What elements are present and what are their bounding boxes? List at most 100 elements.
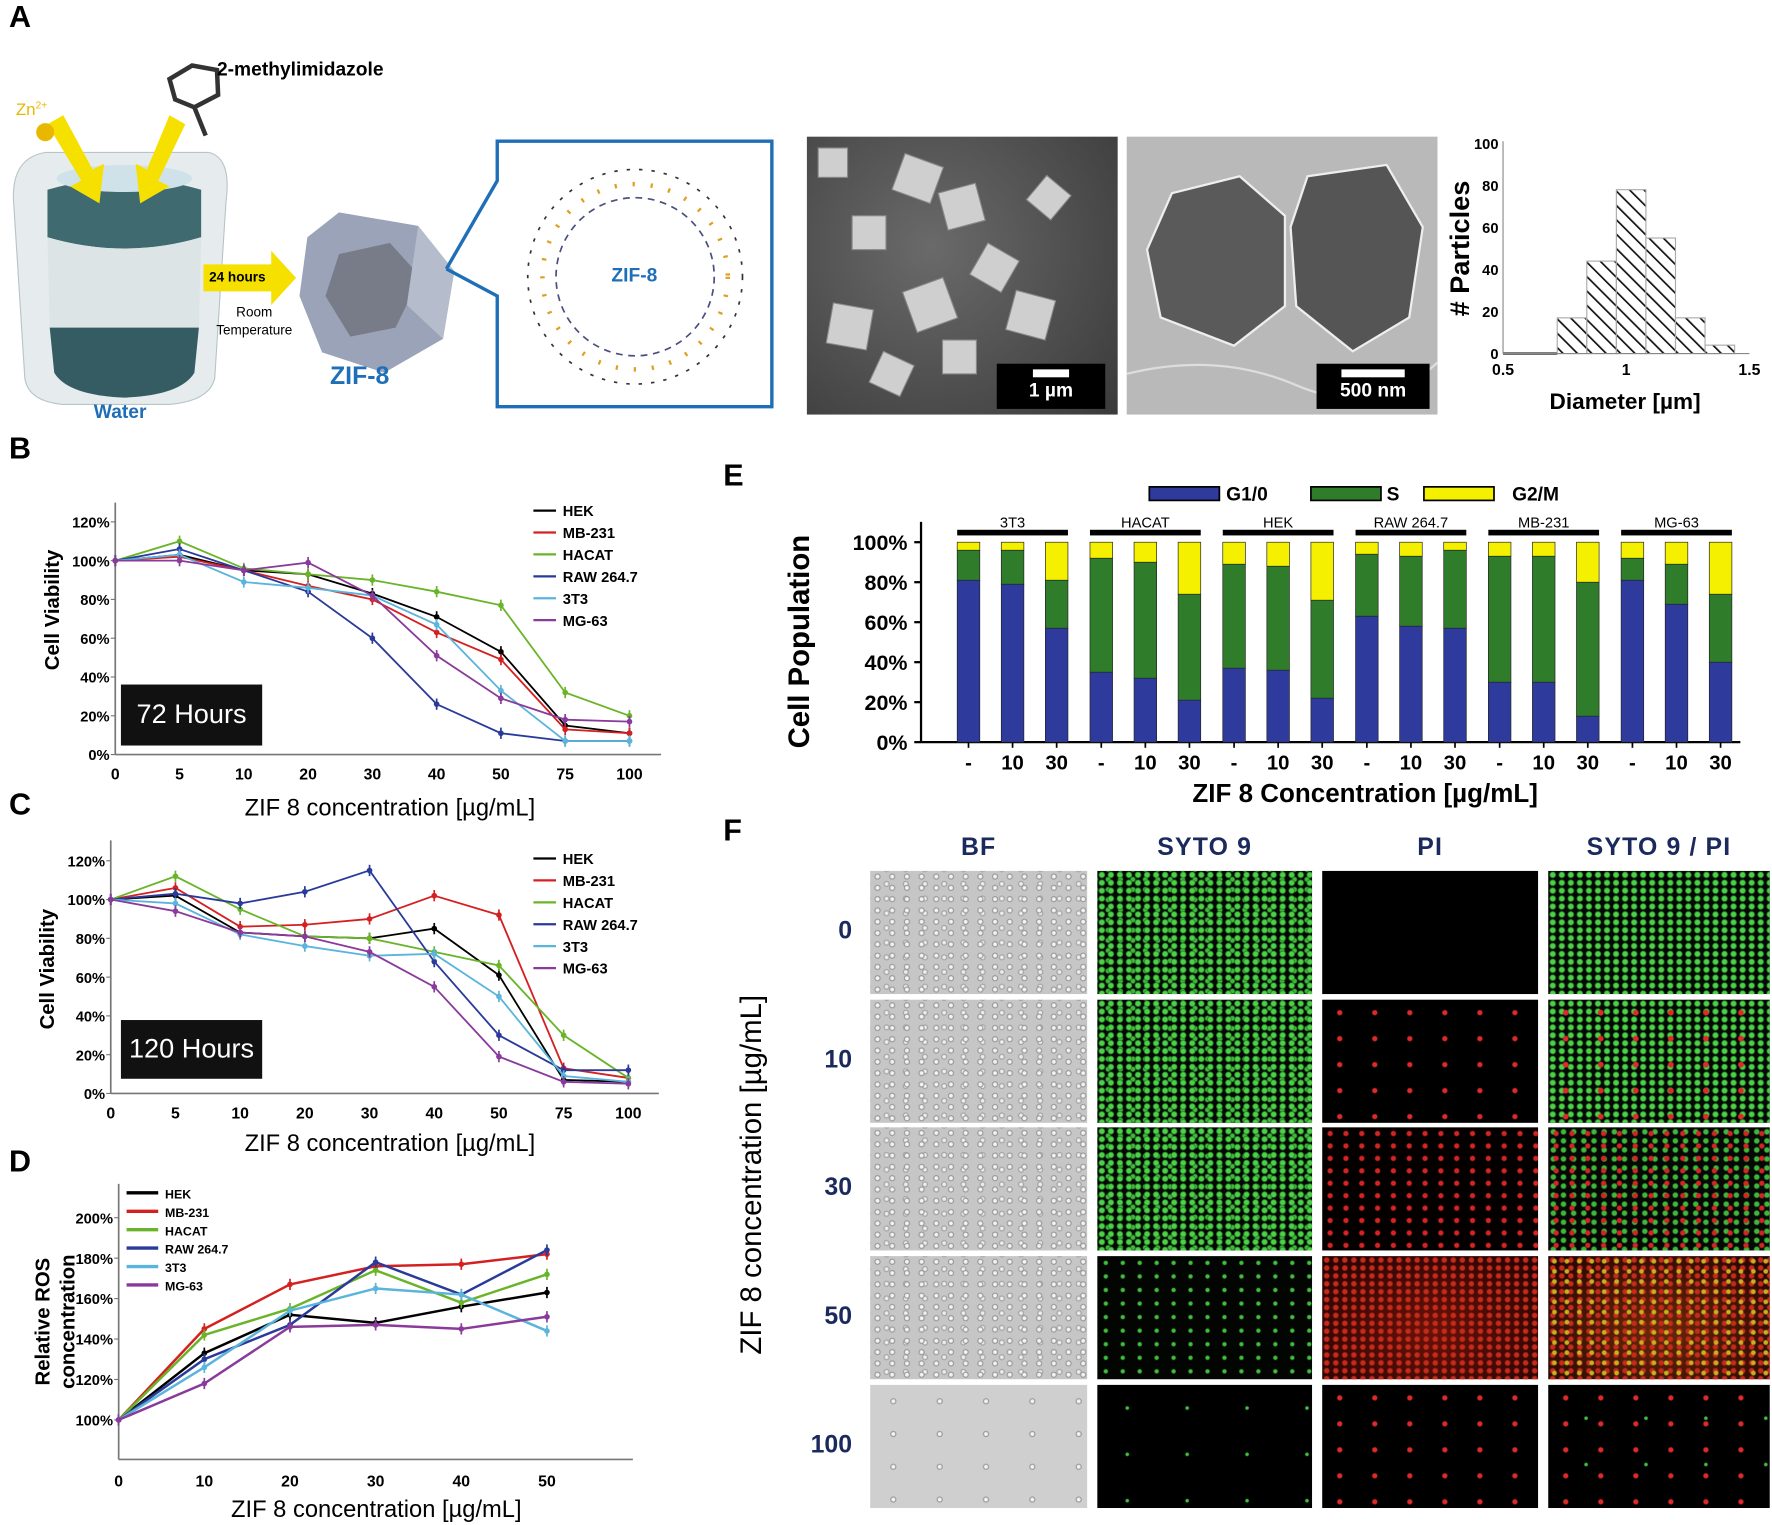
- y-tick-label: 140%: [75, 1333, 113, 1349]
- y-tick-label: 180%: [75, 1252, 113, 1268]
- y-tick-label: 100%: [75, 1414, 113, 1430]
- row-label: 100: [810, 1430, 853, 1459]
- duration-annotation-72h: 72 Hours: [120, 684, 263, 746]
- micrograph-syto9-row-2: [1097, 1127, 1313, 1251]
- y-tick-label: 20%: [76, 1048, 105, 1064]
- bar-segment-g1-0: [956, 579, 981, 743]
- y-tick-label: 120%: [72, 516, 110, 532]
- micrograph-pi-row-0: [1322, 870, 1539, 995]
- data-point: [496, 1053, 502, 1060]
- legend-label: 3T3: [563, 940, 588, 956]
- tem-particles: [1126, 163, 1438, 400]
- y-tick-label: 160%: [75, 1292, 113, 1308]
- bar-segment-g2-m: [1355, 541, 1379, 555]
- bar-segment-g2-m: [956, 541, 981, 551]
- data-point: [496, 972, 502, 978]
- x-tick-label: 10: [196, 1474, 214, 1491]
- legend-swatch: [1423, 486, 1495, 502]
- data-point: [201, 1356, 208, 1363]
- data-point: [201, 1326, 208, 1332]
- data-point: [431, 958, 438, 965]
- data-point: [107, 896, 114, 903]
- panel-label-c: C: [9, 787, 32, 822]
- data-point: [498, 648, 504, 655]
- data-point: [626, 712, 633, 719]
- data-point: [433, 652, 440, 659]
- data-point: [201, 1364, 208, 1371]
- bar-segment-s: [1708, 593, 1733, 663]
- data-point: [176, 557, 183, 564]
- series-line-3t3: [110, 898, 629, 1083]
- series-line-hacat: [110, 875, 629, 1079]
- data-point: [626, 738, 633, 744]
- bar-segment-s: [1045, 579, 1069, 629]
- micrograph-syto9-row-3: [1097, 1256, 1313, 1380]
- y-tick-label: 0%: [876, 731, 907, 755]
- tem-scale-bar: 500 nm: [1316, 363, 1430, 409]
- data-point: [201, 1380, 208, 1387]
- bar-segment-g2-m: [1576, 541, 1600, 583]
- bar-segment-s: [1310, 599, 1334, 699]
- line-chart-B: 0% 20% 40% 60% 80% 100% 120% 0 5 10 20 30 40 50 75 100 H…: [42, 502, 662, 822]
- panel-label-e: E: [723, 458, 744, 493]
- y-tick-label: 80%: [80, 593, 109, 609]
- histogram-bar: [1704, 344, 1736, 355]
- micrograph-syto9-row-4: [1097, 1384, 1313, 1509]
- x-tick-label: -: [965, 752, 972, 774]
- micrograph-merged-row-2: [1548, 1127, 1770, 1251]
- micrograph-bf-row-3: [870, 1256, 1088, 1380]
- zif8-crystal-structure-icon: [526, 168, 744, 385]
- x-axis-title: ZIF 8 concentration [µg/mL]: [231, 1497, 522, 1523]
- group-bracket: [1488, 529, 1600, 536]
- data-point: [201, 1350, 208, 1357]
- bar-segment-g1-0: [1177, 699, 1202, 743]
- y-tick-label: 100: [1474, 137, 1498, 153]
- data-point: [372, 1285, 379, 1292]
- bar-segment-g1-0: [1133, 677, 1157, 743]
- y-axis-title: Cell Population: [783, 535, 816, 749]
- y-tick-label: 100%: [68, 893, 106, 909]
- data-point: [544, 1271, 550, 1278]
- y-tick-label: 120%: [75, 1373, 113, 1389]
- data-point: [560, 1067, 567, 1074]
- data-point: [498, 695, 504, 702]
- data-point: [562, 726, 569, 733]
- data-point: [302, 888, 308, 895]
- data-point: [287, 1281, 293, 1288]
- data-point: [431, 951, 438, 957]
- data-point: [237, 929, 243, 936]
- column-header-bf: BF: [960, 832, 997, 861]
- data-point: [433, 629, 440, 636]
- bar-segment-g1-0: [1222, 667, 1246, 743]
- bar-segment-g2-m: [1310, 541, 1334, 601]
- x-tick-label: 100: [615, 1105, 642, 1122]
- x-tick-label: 30: [1444, 752, 1467, 774]
- bar-segment-g1-0: [1399, 625, 1423, 743]
- series-line-mb-231: [117, 1252, 548, 1421]
- bar-segment-g2-m: [1045, 541, 1069, 581]
- line-chart-C: 0% 20% 40% 60% 80% 100% 120% 0 5 10 20 30 40 50 75 100 H…: [37, 840, 659, 1157]
- data-point: [176, 538, 183, 545]
- bar-segment-s: [1443, 549, 1467, 629]
- series-line-mg-63: [110, 898, 629, 1085]
- y-tick-label: 200%: [75, 1211, 113, 1227]
- x-tick-label: 30: [1311, 752, 1334, 774]
- x-tick-label: 10: [1134, 752, 1157, 774]
- data-point: [366, 949, 373, 955]
- data-point: [112, 557, 119, 564]
- legend-label: MB-231: [563, 874, 615, 890]
- x-tick-label: 40: [425, 1105, 443, 1122]
- x-tick-label: 20: [296, 1105, 314, 1122]
- data-point: [237, 906, 243, 913]
- group-label: HEK: [1263, 516, 1293, 532]
- histogram-bar: [1615, 189, 1647, 355]
- legend-label: MB-231: [563, 526, 615, 542]
- y-axis-title-line-2: concentration: [58, 1254, 80, 1388]
- zinc-ion-icon: [36, 123, 55, 142]
- y-tick-label: 60%: [80, 632, 109, 648]
- histogram-chart: 0 20 40 60 80 100 0.5 1 1.5 Diameter [µm] # Partic…: [1444, 137, 1760, 414]
- legend-label: MB-231: [165, 1206, 209, 1220]
- group-label: RAW 264.7: [1374, 516, 1449, 532]
- bar-segment-g1-0: [1664, 603, 1689, 743]
- group-bracket: [1621, 529, 1732, 536]
